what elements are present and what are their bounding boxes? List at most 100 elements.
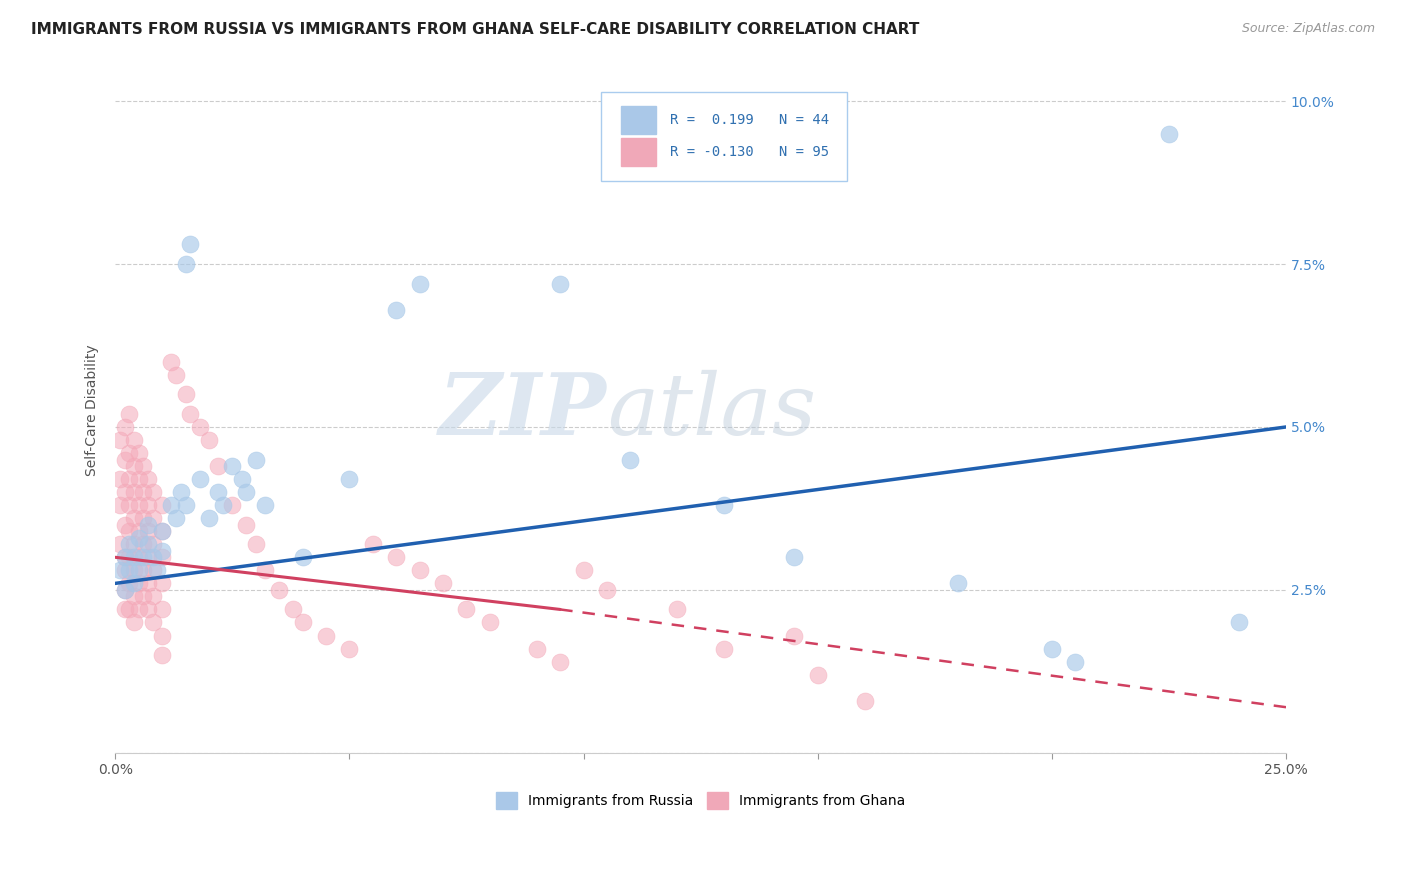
Point — [254, 498, 277, 512]
Point — [136, 517, 159, 532]
Point — [128, 602, 150, 616]
FancyBboxPatch shape — [602, 93, 846, 181]
Point — [361, 537, 384, 551]
Point — [118, 524, 141, 539]
Point — [807, 667, 830, 681]
Point — [114, 582, 136, 597]
Point — [160, 355, 183, 369]
Point — [136, 524, 159, 539]
Point — [114, 582, 136, 597]
Point — [207, 485, 229, 500]
Text: ZIP: ZIP — [439, 369, 607, 452]
Point — [339, 472, 361, 486]
Point — [136, 576, 159, 591]
Point — [142, 615, 165, 630]
Point — [122, 485, 145, 500]
Point — [114, 420, 136, 434]
Point — [174, 257, 197, 271]
Text: atlas: atlas — [607, 369, 815, 452]
Point — [122, 511, 145, 525]
Point — [132, 458, 155, 473]
Point — [108, 537, 131, 551]
Point — [179, 407, 201, 421]
Point — [207, 458, 229, 473]
Point — [118, 407, 141, 421]
Point — [165, 368, 187, 382]
Point — [188, 472, 211, 486]
Point — [783, 550, 806, 565]
Point — [666, 602, 689, 616]
FancyBboxPatch shape — [621, 138, 657, 166]
Point — [128, 576, 150, 591]
Point — [269, 582, 291, 597]
Point — [128, 550, 150, 565]
Point — [128, 472, 150, 486]
Point — [596, 582, 619, 597]
Point — [853, 694, 876, 708]
Point — [118, 498, 141, 512]
Point — [235, 517, 257, 532]
Point — [408, 563, 430, 577]
Point — [245, 537, 267, 551]
Text: R =  0.199   N = 44: R = 0.199 N = 44 — [671, 113, 830, 127]
Point — [235, 485, 257, 500]
Point — [142, 485, 165, 500]
Point — [432, 576, 454, 591]
Point — [291, 615, 314, 630]
Point — [136, 537, 159, 551]
Point — [198, 433, 221, 447]
Point — [142, 537, 165, 551]
Point — [212, 498, 235, 512]
Point — [1064, 655, 1087, 669]
Point — [150, 524, 173, 539]
Point — [150, 576, 173, 591]
Point — [118, 472, 141, 486]
Point — [526, 641, 548, 656]
Point — [136, 472, 159, 486]
Point — [150, 648, 173, 662]
Point — [114, 517, 136, 532]
Point — [150, 628, 173, 642]
Point — [1227, 615, 1250, 630]
Point — [142, 550, 165, 565]
Point — [132, 537, 155, 551]
Point — [146, 563, 169, 577]
Point — [188, 420, 211, 434]
Point — [179, 237, 201, 252]
Point — [122, 458, 145, 473]
Point — [132, 511, 155, 525]
Point — [108, 498, 131, 512]
Point — [118, 576, 141, 591]
Point — [128, 563, 150, 577]
Point — [122, 576, 145, 591]
Point — [283, 602, 305, 616]
Point — [136, 550, 159, 565]
Point — [142, 511, 165, 525]
Point — [165, 511, 187, 525]
Point — [160, 498, 183, 512]
Point — [122, 615, 145, 630]
Point — [221, 458, 243, 473]
Point — [231, 472, 253, 486]
Point — [254, 563, 277, 577]
Point — [132, 563, 155, 577]
Text: Source: ZipAtlas.com: Source: ZipAtlas.com — [1241, 22, 1375, 36]
Point — [174, 498, 197, 512]
Point — [132, 590, 155, 604]
Point — [478, 615, 501, 630]
Point — [572, 563, 595, 577]
Point — [170, 485, 193, 500]
Point — [122, 550, 145, 565]
Point — [385, 302, 408, 317]
Point — [108, 433, 131, 447]
Point — [408, 277, 430, 291]
Point — [122, 537, 145, 551]
Point — [245, 452, 267, 467]
Point — [142, 590, 165, 604]
Text: IMMIGRANTS FROM RUSSIA VS IMMIGRANTS FROM GHANA SELF-CARE DISABILITY CORRELATION: IMMIGRANTS FROM RUSSIA VS IMMIGRANTS FRO… — [31, 22, 920, 37]
Point — [108, 563, 131, 577]
Point — [118, 563, 141, 577]
Point — [132, 550, 155, 565]
Legend: Immigrants from Russia, Immigrants from Ghana: Immigrants from Russia, Immigrants from … — [491, 786, 911, 814]
Point — [122, 563, 145, 577]
